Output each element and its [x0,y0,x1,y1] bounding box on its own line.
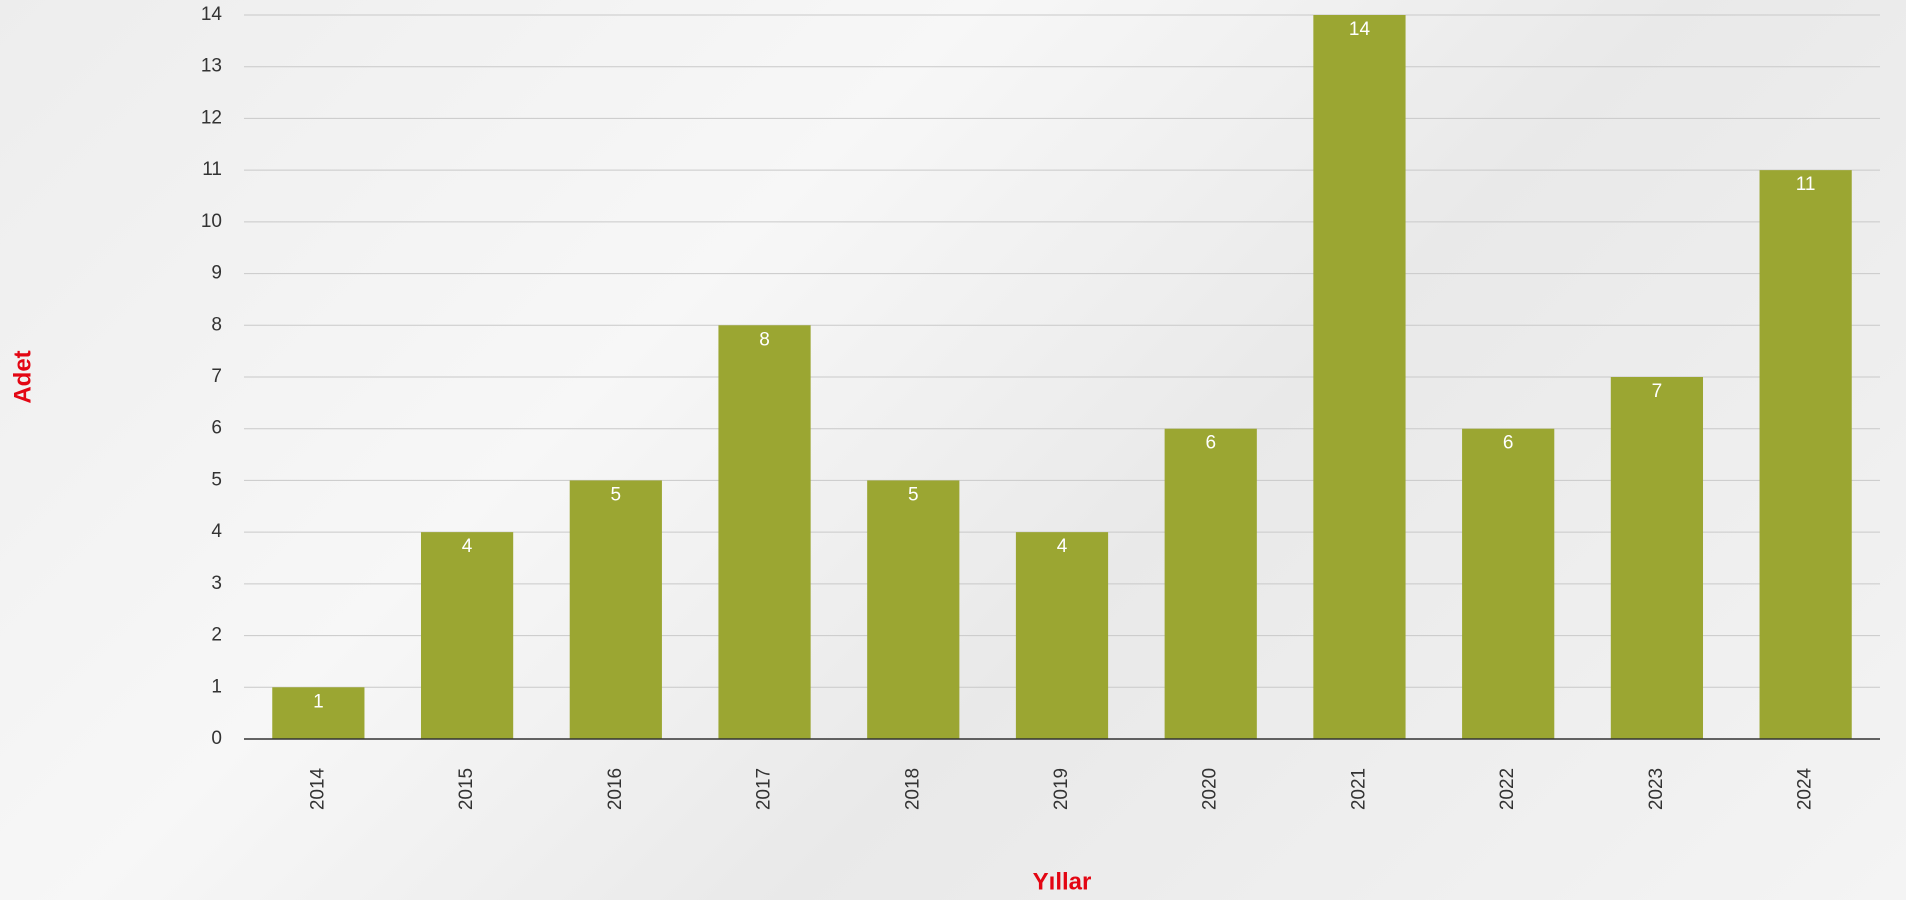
x-axis-title: Yıllar [1033,868,1092,895]
bar [1015,532,1109,739]
bar [272,687,365,739]
y-tick-label: 4 [211,521,222,542]
data-label: 6 [1205,433,1216,454]
y-axis-title: Adet [9,350,36,403]
bar [1759,170,1852,740]
y-tick-label: 1 [211,676,222,697]
y-tick-label: 2 [211,625,222,646]
y-tick-label: 9 [211,263,222,284]
y-tick-label: 13 [201,56,222,77]
x-tick-label: 2020 [1200,768,1221,810]
data-label: 1 [313,691,324,712]
x-tick-label: 2015 [456,768,477,810]
y-tick-label: 3 [211,573,222,594]
data-label: 11 [1796,174,1816,195]
bar [420,532,514,739]
x-tick-label: 2014 [307,767,328,810]
y-tick-label: 7 [211,366,222,387]
x-tick-label: 2021 [1348,768,1369,810]
data-label: 8 [759,329,770,350]
x-tick-label: 2018 [902,768,923,810]
x-tick-label: 2016 [605,768,626,810]
bar [1313,15,1406,739]
data-label: 7 [1652,381,1663,402]
bar [867,480,960,739]
x-tick-label: 2024 [1795,767,1816,810]
x-tick-label: 2023 [1646,768,1667,810]
y-tick-label: 8 [211,314,222,335]
data-label: 14 [1349,19,1371,40]
data-label: 6 [1503,433,1514,454]
bar [1164,428,1257,739]
x-tick-label: 2017 [754,768,775,810]
bar [1610,377,1704,739]
data-label: 5 [611,484,622,505]
y-tick-label: 6 [211,418,222,439]
y-tick-label: 11 [202,159,222,180]
y-tick-label: 0 [211,728,222,749]
data-label: 4 [462,536,473,557]
data-label: 5 [908,484,919,505]
bar [1462,428,1555,739]
bar [718,325,811,739]
bar [569,480,662,739]
x-tick-label: 2022 [1497,768,1518,810]
data-label: 4 [1057,536,1068,557]
y-tick-label: 5 [211,469,222,490]
y-tick-label: 14 [201,4,223,25]
y-tick-label: 12 [201,107,222,128]
y-tick-label: 10 [201,211,222,232]
x-tick-label: 2019 [1051,768,1072,810]
